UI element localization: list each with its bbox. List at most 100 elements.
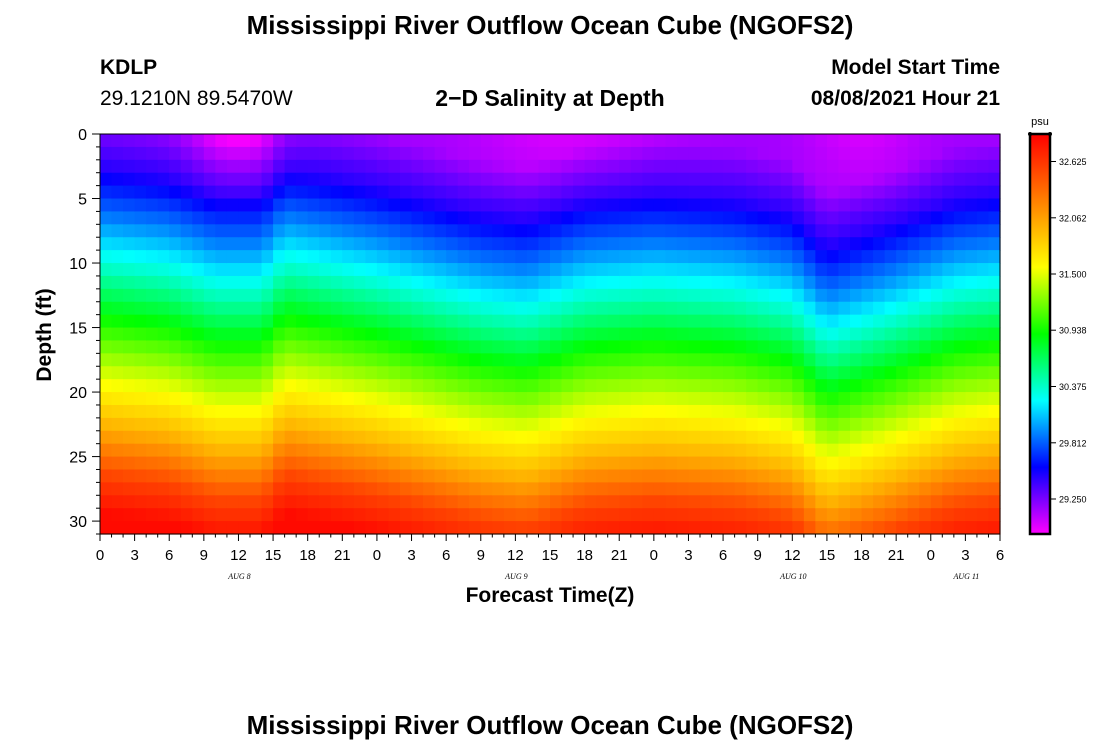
heatmap-cell xyxy=(769,417,782,432)
heatmap-cell xyxy=(319,521,332,535)
heatmap-cell xyxy=(192,443,205,458)
heatmap-cell xyxy=(353,250,366,264)
heatmap-cell xyxy=(746,301,759,316)
heatmap-cell xyxy=(896,146,909,161)
heatmap-cell xyxy=(203,353,216,367)
heatmap-cell xyxy=(307,482,320,496)
heatmap-cell xyxy=(815,340,828,354)
heatmap-cell xyxy=(607,392,620,406)
heatmap-cell xyxy=(907,301,920,316)
heatmap-cell xyxy=(711,508,724,522)
heatmap-cell xyxy=(319,327,332,342)
heatmap-cell xyxy=(930,443,943,458)
heatmap-cell xyxy=(861,237,874,251)
heatmap-cell xyxy=(584,443,597,458)
heatmap-cell xyxy=(700,366,713,380)
heatmap-cell xyxy=(873,314,886,329)
heatmap-cell xyxy=(826,353,840,367)
heatmap-cell xyxy=(503,443,516,458)
heatmap-cell xyxy=(238,185,251,200)
heatmap-cell xyxy=(769,443,782,458)
heatmap-cell xyxy=(561,198,574,213)
heatmap-cell xyxy=(884,224,897,238)
heatmap-cell xyxy=(561,159,574,174)
heatmap-cell xyxy=(700,430,713,445)
heatmap-cell xyxy=(515,495,528,509)
heatmap-cell xyxy=(642,404,655,419)
heatmap-cell xyxy=(826,469,840,483)
y-tick-label: 15 xyxy=(69,321,87,338)
heatmap-cell xyxy=(734,134,747,148)
heatmap-cell xyxy=(619,314,632,329)
heatmap-cell xyxy=(723,443,736,458)
heatmap-cell xyxy=(446,185,459,200)
heatmap-cell xyxy=(457,379,470,393)
heatmap-cell xyxy=(769,146,782,161)
heatmap-cell xyxy=(711,443,724,458)
heatmap-cell xyxy=(284,404,297,419)
heatmap-cell xyxy=(861,508,874,522)
heatmap-cell xyxy=(723,134,736,148)
heatmap-cell xyxy=(157,185,170,200)
heatmap-cell xyxy=(400,353,413,367)
heatmap-cell xyxy=(457,366,470,380)
heatmap-cell xyxy=(538,301,551,316)
heatmap-cell xyxy=(146,443,159,458)
heatmap-cell xyxy=(676,288,690,303)
heatmap-cell xyxy=(503,379,516,393)
heatmap-cell xyxy=(861,224,874,238)
heatmap-cell xyxy=(261,327,274,342)
heatmap-cell xyxy=(734,495,747,509)
heatmap-cell xyxy=(376,185,390,200)
heatmap-cell xyxy=(180,521,193,535)
heatmap-cell xyxy=(676,508,690,522)
heatmap-cell xyxy=(815,185,828,200)
heatmap-cell xyxy=(446,456,459,471)
heatmap-cell xyxy=(273,353,286,367)
heatmap-cell xyxy=(250,495,263,509)
heatmap-cell xyxy=(584,366,597,380)
heatmap-cell xyxy=(688,508,701,522)
heatmap-cell xyxy=(596,482,609,496)
heatmap-cell xyxy=(607,430,620,445)
heatmap-cell xyxy=(423,288,436,303)
heatmap-cell xyxy=(723,159,736,174)
heatmap-cell xyxy=(573,275,586,290)
heatmap-cell xyxy=(630,172,643,187)
heatmap-cell xyxy=(723,495,736,509)
heatmap-cell xyxy=(146,250,159,264)
heatmap-cell xyxy=(123,353,136,367)
heatmap-cell xyxy=(884,456,897,471)
heatmap-cell xyxy=(538,521,551,535)
heatmap-cell xyxy=(550,211,563,225)
heatmap-cell xyxy=(330,379,343,393)
heatmap-cell xyxy=(769,456,782,471)
heatmap-cell xyxy=(515,288,528,303)
heatmap-cell xyxy=(942,198,955,213)
heatmap-cell xyxy=(446,379,459,393)
heatmap-cell xyxy=(261,417,274,432)
heatmap-cell xyxy=(157,275,170,290)
heatmap-cell xyxy=(792,443,805,458)
heatmap-cell xyxy=(873,327,886,342)
heatmap-cell xyxy=(930,482,943,496)
heatmap-cell xyxy=(884,430,897,445)
heatmap-cell xyxy=(642,417,655,432)
heatmap-cell xyxy=(676,521,690,535)
heatmap-cell xyxy=(619,353,632,367)
heatmap-cell xyxy=(296,288,309,303)
heatmap-cell xyxy=(353,288,366,303)
heatmap-cell xyxy=(607,404,620,419)
heatmap-cell xyxy=(215,237,228,251)
heatmap-cell xyxy=(584,275,597,290)
heatmap-cell xyxy=(123,521,136,535)
heatmap-cell xyxy=(850,430,863,445)
heatmap-cell xyxy=(469,198,482,213)
heatmap-cell xyxy=(942,469,955,483)
heatmap-cell xyxy=(353,508,366,522)
heatmap-cell xyxy=(942,443,955,458)
heatmap-cell xyxy=(838,327,851,342)
heatmap-cell xyxy=(803,366,816,380)
heatmap-cell xyxy=(515,379,528,393)
heatmap-cell xyxy=(226,134,240,148)
